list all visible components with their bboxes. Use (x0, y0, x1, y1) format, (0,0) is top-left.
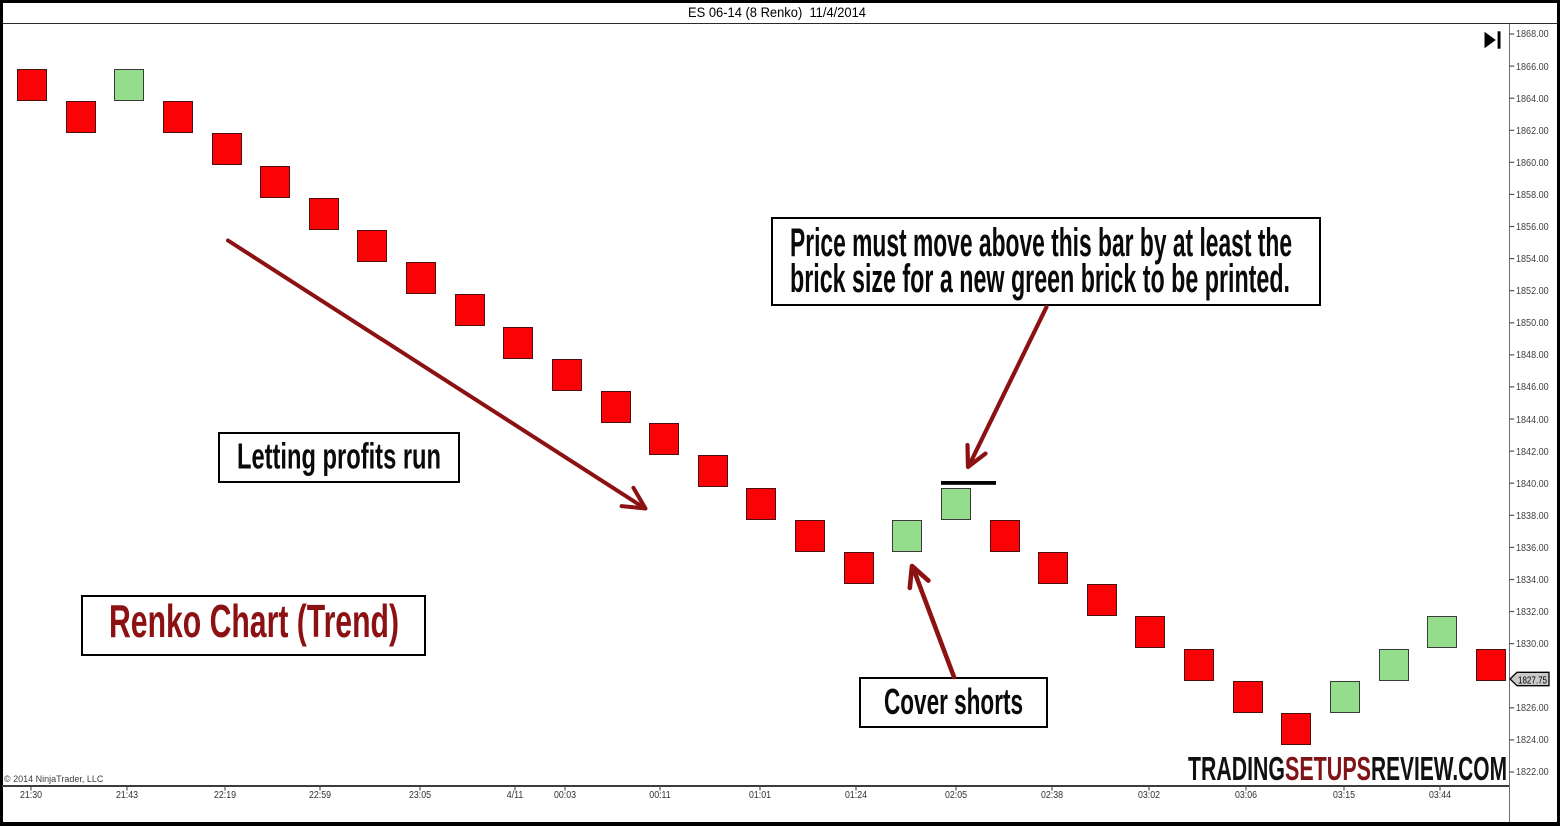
svg-text:1827.75: 1827.75 (1518, 674, 1547, 686)
svg-text:brick size for a new green bri: brick size for a new green brick to be p… (790, 257, 1290, 301)
svg-text:Cover shorts: Cover shorts (884, 681, 1023, 722)
svg-text:Letting profits run: Letting profits run (237, 436, 441, 477)
svg-text:REVIEW.COM: REVIEW.COM (1371, 750, 1507, 787)
svg-text:SETUPS: SETUPS (1285, 750, 1371, 787)
svg-text:TRADING: TRADING (1188, 750, 1285, 787)
svg-text:ES 06-14 (8 Renko) 11/4/2014: ES 06-14 (8 Renko) 11/4/2014 (688, 5, 866, 20)
svg-text:Price must move above this bar: Price must move above this bar by at lea… (790, 221, 1292, 265)
svg-text:Renko Chart (Trend): Renko Chart (Trend) (109, 595, 399, 647)
